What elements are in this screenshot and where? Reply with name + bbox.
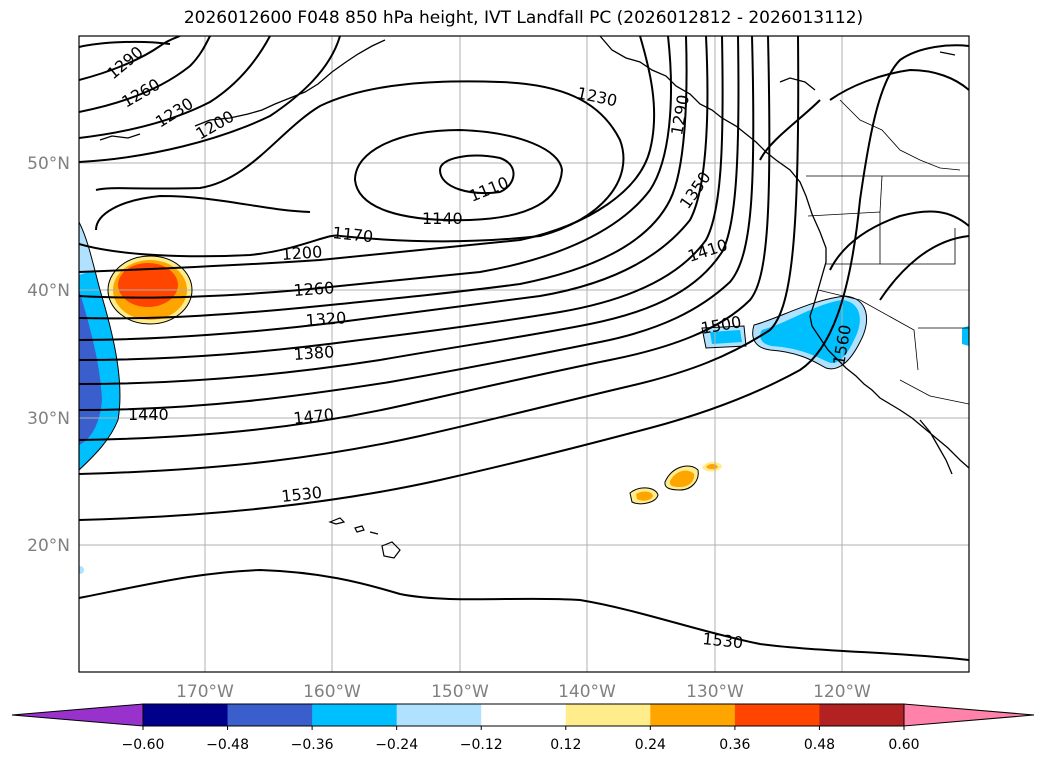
contour-label: 1380: [293, 342, 335, 364]
lat-label: 40°N: [27, 281, 70, 301]
colorbar-swatch: [312, 704, 398, 726]
colorbar-swatch: [650, 704, 736, 726]
contour-label: 1470: [292, 405, 334, 428]
height-contours: [79, 36, 969, 661]
colorbar-swatch: [481, 704, 567, 726]
colorbar-swatch: [396, 704, 482, 726]
contour-label: 1530: [702, 629, 744, 652]
contour-label: 1170: [332, 223, 374, 246]
lon-label: 160°W: [303, 682, 361, 702]
ivt-zero-outlines: [79, 221, 868, 505]
lon-label: 140°W: [558, 682, 616, 702]
colorbar-extend-max: [903, 703, 1035, 727]
ivt-positive-east: [630, 461, 722, 504]
colorbar-tick-label: 0.12: [550, 737, 581, 753]
longitude-labels: 170°W 160°W 150°W 140°W 130°W 120°W: [176, 682, 871, 702]
lon-label: 170°W: [176, 682, 234, 702]
contour-label: 1140: [422, 209, 463, 228]
ivt-negative-west: [79, 222, 120, 574]
colorbar-tick-label: −0.24: [375, 737, 418, 753]
colorbar-tick-label: −0.12: [460, 737, 503, 753]
lat-label: 30°N: [27, 409, 70, 429]
latitude-labels: 50°N 40°N 30°N 20°N: [27, 154, 70, 556]
ivt-negative-east: [702, 296, 969, 369]
colorbar-tick-label: 0.48: [804, 737, 835, 753]
colorbar-tick-label: −0.60: [122, 737, 165, 753]
state-boundaries: [806, 99, 969, 405]
contour-label: 1260: [293, 278, 335, 300]
colorbar-tick-label: −0.48: [206, 737, 249, 753]
ivt-positive-west: [108, 256, 192, 324]
contour-label: 1200: [281, 242, 323, 264]
gridlines: [79, 36, 969, 672]
colorbar-swatch: [734, 704, 820, 726]
colorbar-swatch: [143, 704, 229, 726]
contour-label: 1320: [305, 308, 347, 330]
lon-label: 150°W: [431, 682, 489, 702]
colorbar-tick-label: 0.60: [888, 737, 919, 753]
colorbar-swatch: [819, 704, 905, 726]
colorbar-tick-label: 0.36: [719, 737, 750, 753]
contour-label: 1530: [280, 483, 322, 506]
map-frame: [78, 35, 970, 673]
colorbar: −0.60 −0.48 −0.36 −0.24 −0.12 0.12 0.24 0.36 0.4…: [11, 703, 1035, 753]
lon-label: 120°W: [813, 682, 871, 702]
colorbar-frame: [142, 703, 905, 727]
hawaii-islands: [328, 517, 401, 559]
lat-label: 20°N: [27, 536, 70, 556]
lon-label: 130°W: [686, 682, 744, 702]
colorbar-extend-min: [11, 703, 144, 727]
colorbar-swatch: [565, 704, 651, 726]
lat-label: 50°N: [27, 154, 70, 174]
map-title: 2026012600 F048 850 hPa height, IVT Land…: [183, 8, 864, 28]
contour-label: 1440: [128, 405, 169, 424]
colorbar-swatch: [227, 704, 313, 726]
colorbar-tick-label: 0.24: [635, 737, 666, 753]
colorbar-tick-label: −0.36: [291, 737, 334, 753]
